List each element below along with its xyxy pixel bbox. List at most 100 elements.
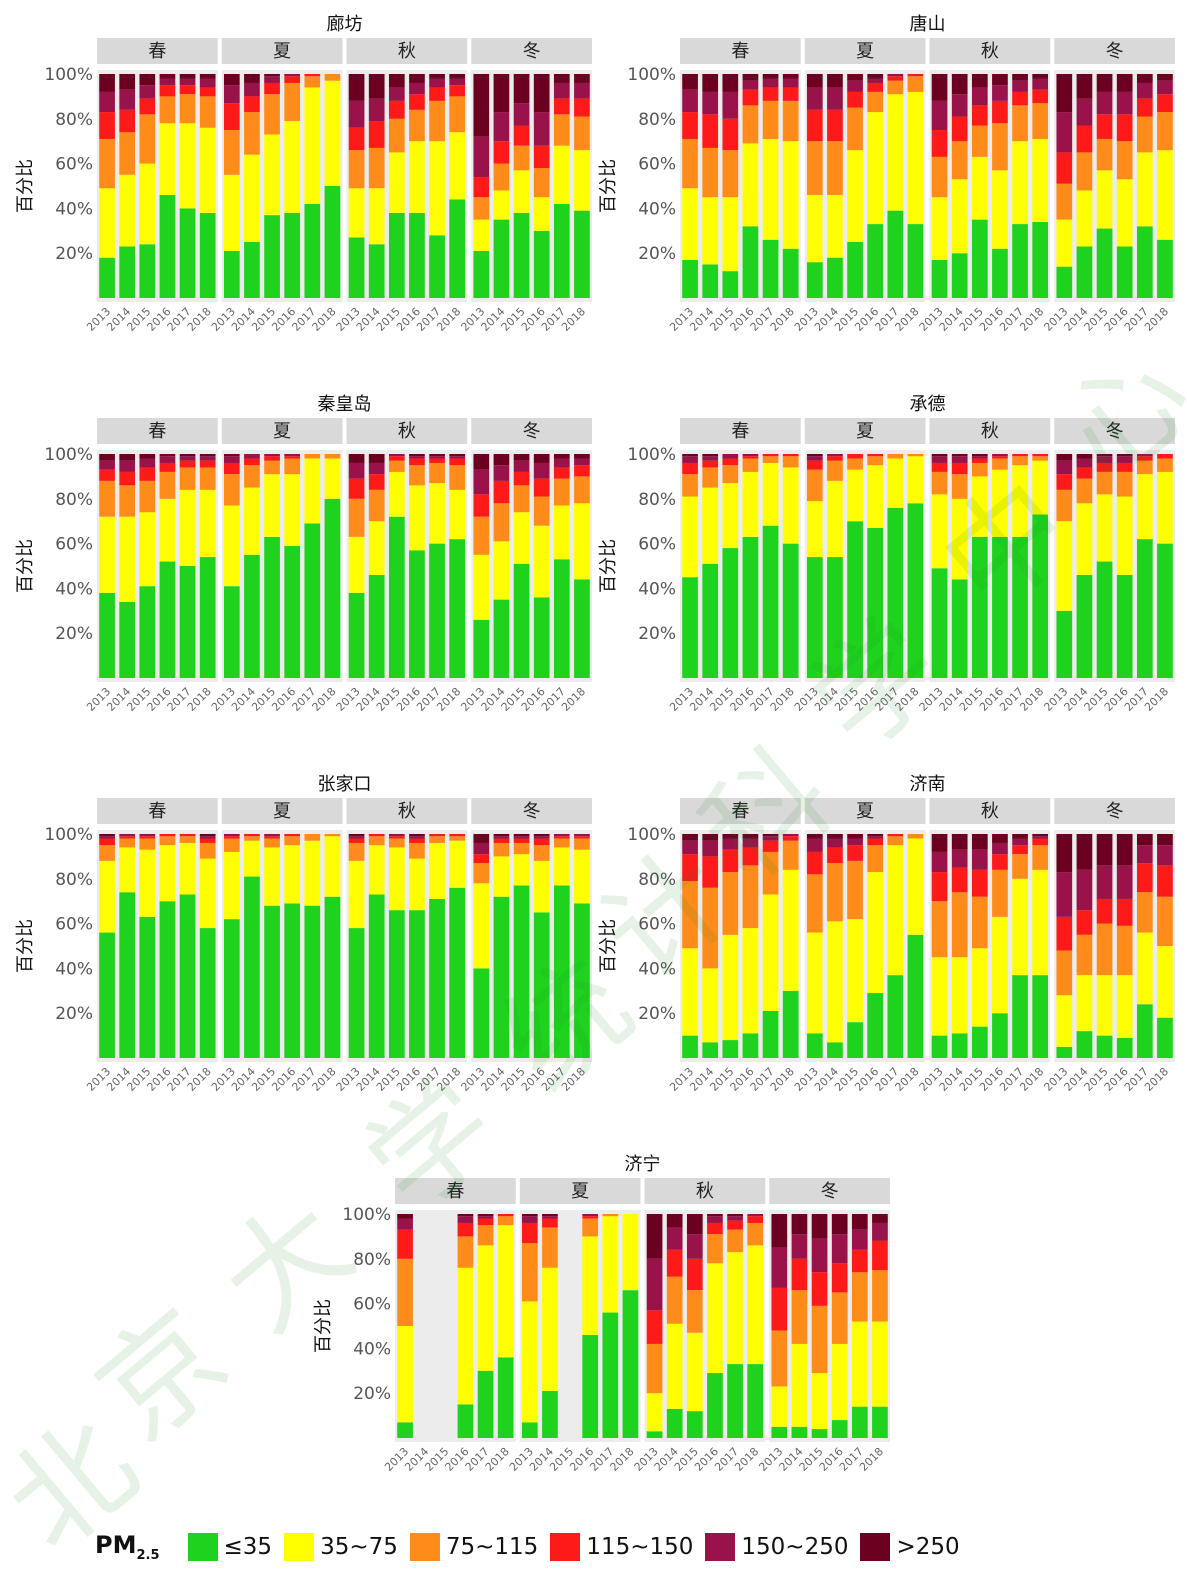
bar-segment	[1116, 114, 1133, 142]
bar-segment	[1076, 1031, 1093, 1058]
bar-segment	[1076, 467, 1093, 479]
bar-segment	[867, 454, 884, 457]
facet-strip	[929, 418, 1051, 444]
bar-segment	[139, 114, 156, 164]
bar-segment	[264, 905, 280, 1058]
bar-segment	[429, 100, 445, 142]
x-tick-label: 2018	[310, 685, 339, 714]
bar-segment	[449, 199, 466, 298]
bar-segment	[521, 1222, 538, 1244]
bar-segment	[139, 458, 156, 468]
bar-segment	[951, 957, 968, 1034]
bar-segment	[244, 74, 260, 83]
bar-segment	[139, 834, 156, 837]
bar-segment	[827, 454, 843, 457]
legend-label: 150~250	[741, 1534, 849, 1560]
x-tick-label: 2018	[185, 1065, 214, 1094]
bar-segment	[409, 485, 425, 551]
bar-segment	[513, 834, 530, 837]
x-tick-label: 2018	[185, 685, 214, 714]
bar-segment	[931, 156, 948, 198]
bar-segment	[368, 836, 385, 846]
bar-segment	[702, 454, 719, 457]
bar-segment	[1096, 898, 1113, 924]
panel-title: 唐山	[910, 14, 946, 35]
bar-segment	[1157, 239, 1173, 298]
bar-segment	[159, 845, 176, 902]
bar-segment	[553, 559, 570, 678]
bar-segment	[867, 993, 884, 1058]
facet-label: 春	[148, 801, 166, 822]
bar-segment	[542, 1227, 558, 1268]
bar-segment	[646, 1310, 663, 1344]
bar-segment	[159, 194, 176, 298]
bar-segment	[847, 80, 863, 92]
bar-segment	[244, 154, 260, 242]
bar-segment	[388, 152, 405, 213]
bar-segment	[872, 1406, 888, 1438]
bar-segment	[992, 170, 1008, 249]
facet-label: 秋	[696, 1181, 714, 1202]
bar-segment	[99, 112, 115, 139]
bar-segment	[179, 834, 196, 837]
bar-segment	[1032, 78, 1049, 90]
bar-segment	[827, 456, 843, 461]
bar-segment	[722, 271, 739, 298]
bar-segment	[574, 836, 590, 839]
bar-segment	[867, 527, 884, 678]
y-tick-label: 80%	[638, 870, 676, 890]
facet-background	[929, 70, 1051, 302]
bar-segment	[244, 834, 260, 837]
bar-segment	[179, 894, 196, 1058]
bar-segment	[771, 1386, 788, 1427]
facet-label: 夏	[273, 41, 291, 62]
legend-item-115-150: 115~150	[550, 1533, 693, 1561]
x-tick-label: 2018	[1142, 305, 1171, 334]
bar-segment	[951, 456, 968, 463]
bar-segment	[159, 96, 176, 124]
legend-item-le35: ≤35	[187, 1533, 272, 1561]
bar-segment	[139, 836, 156, 839]
bar-segment	[388, 454, 405, 457]
bar-segment	[324, 836, 341, 897]
facet-label: 夏	[856, 41, 874, 62]
bar-segment	[304, 87, 321, 204]
bar-segment	[931, 494, 948, 569]
bar-segment	[1012, 456, 1028, 466]
bar-segment	[1157, 74, 1173, 81]
bar-segment	[429, 74, 445, 79]
facet-strip	[804, 418, 926, 444]
bar-segment	[1032, 460, 1049, 515]
bar-segment	[348, 100, 365, 128]
bar-segment	[1056, 474, 1073, 490]
bar-segment	[473, 219, 490, 251]
bar-segment	[388, 471, 405, 517]
bar-segment	[99, 932, 115, 1058]
bar-segment	[747, 1222, 764, 1246]
bar-segment	[722, 91, 739, 119]
bar-segment	[931, 130, 948, 157]
facet-label: 冬	[1106, 41, 1124, 62]
bar-segment	[1136, 834, 1153, 846]
bar-segment	[473, 863, 490, 884]
legend-label: 115~150	[586, 1534, 694, 1560]
bar-segment	[553, 847, 570, 886]
bar-segment	[119, 132, 136, 175]
bar-segment	[742, 226, 759, 298]
bar-segment	[348, 842, 365, 861]
bar-segment	[1076, 574, 1093, 678]
bar-segment	[477, 1245, 494, 1371]
bar-segment	[931, 456, 948, 463]
bar-segment	[1136, 892, 1153, 933]
bar-segment	[264, 74, 280, 77]
bar-segment	[521, 1216, 538, 1223]
bar-segment	[887, 454, 904, 459]
bar-segment	[1096, 471, 1113, 495]
bar-segment	[119, 246, 136, 298]
bar-segment	[702, 856, 719, 888]
bar-segment	[722, 483, 739, 549]
bar-segment	[533, 912, 550, 1058]
bar-segment	[223, 474, 240, 506]
bar-segment	[179, 74, 196, 79]
bar-segment	[831, 1263, 848, 1293]
